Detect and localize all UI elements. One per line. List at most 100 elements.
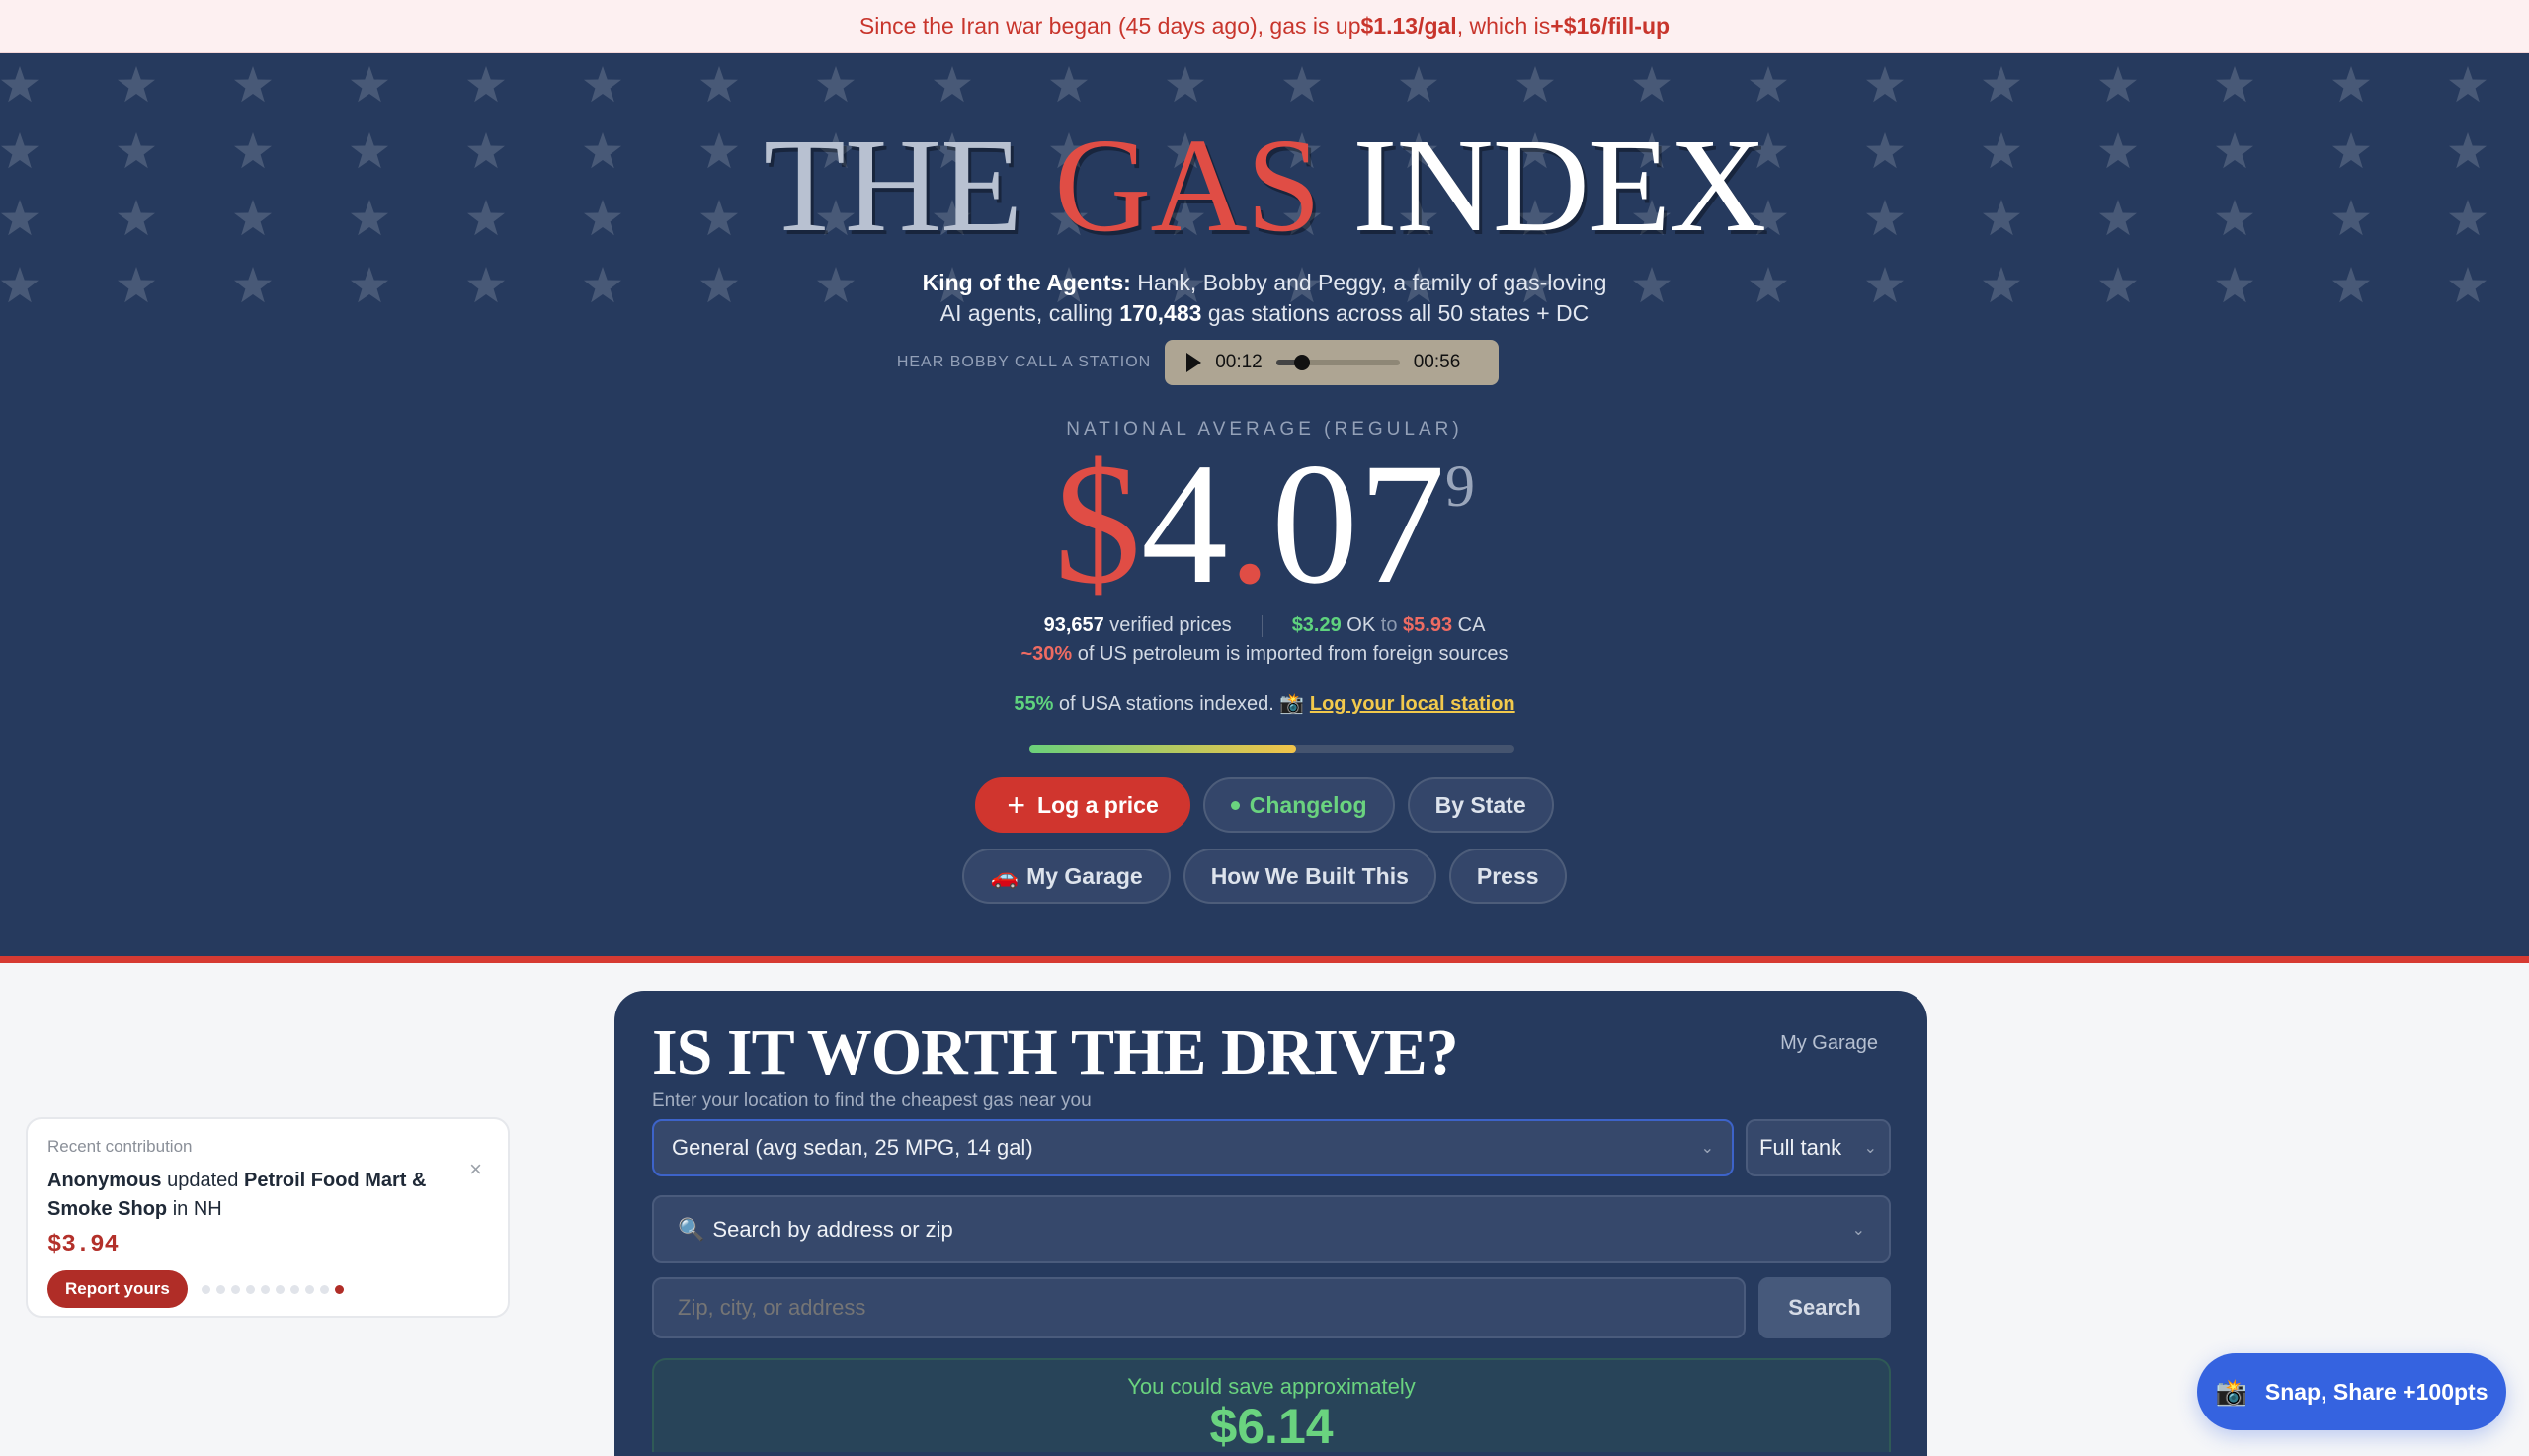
report-yours-button[interactable]: Report yours [47, 1270, 188, 1308]
drive-title: IS IT WORTH THE DRIVE? [652, 1016, 1459, 1089]
my-garage-label: My Garage [1026, 862, 1143, 889]
star-icon [1866, 200, 1904, 236]
star-icon [1750, 132, 1787, 169]
star-icon [1516, 267, 1554, 303]
star-icon [2099, 267, 2137, 303]
star-icon [1750, 200, 1787, 236]
carousel-dot[interactable] [304, 1284, 314, 1294]
carousel-dot[interactable] [334, 1284, 344, 1294]
star-icon [1167, 66, 1204, 103]
audio-player[interactable]: 00:12 00:56 [1165, 340, 1500, 385]
star-icon [234, 66, 272, 103]
star-icon [1516, 132, 1554, 169]
search-button[interactable]: Search [1758, 1277, 1891, 1338]
press-button[interactable]: Press [1448, 849, 1567, 904]
star-icon [1400, 200, 1437, 236]
log-price-button[interactable]: + Log a price [975, 777, 1190, 833]
verified-count: 93,657 [1043, 614, 1104, 636]
star-icon [934, 132, 971, 169]
star-icon [118, 267, 155, 303]
star-icon [1283, 132, 1321, 169]
star-icon [2216, 200, 2253, 236]
changelog-button[interactable]: Changelog [1202, 777, 1395, 833]
high-price: $5.93 [1403, 614, 1453, 636]
tagline-text: AI agents, calling [939, 300, 1120, 326]
camera-flash-icon: 📸 [2215, 1376, 2247, 1407]
star-icon [1516, 200, 1554, 236]
how-we-built-button[interactable]: How We Built This [1183, 849, 1436, 904]
savings-amount: $6.14 [1209, 1399, 1334, 1454]
title-index: INDEX [1352, 112, 1766, 260]
audio-seek-slider[interactable] [1275, 355, 1400, 370]
carousel-dot[interactable] [215, 1284, 225, 1294]
tagline-line1: King of the Agents: Hank, Bobby and Pegg… [0, 269, 2529, 296]
carousel-dot[interactable] [319, 1284, 329, 1294]
divider [1261, 614, 1263, 637]
price-cents: 07 [1271, 428, 1445, 620]
carousel-dot[interactable] [275, 1284, 285, 1294]
play-icon[interactable] [1186, 353, 1202, 372]
search-button-label: Search [1788, 1295, 1861, 1320]
import-text: of US petroleum is imported from foreign… [1072, 643, 1509, 665]
station-count: 170,483 [1119, 300, 1202, 326]
by-state-button[interactable]: By State [1407, 777, 1554, 833]
star-icon [1983, 132, 2020, 169]
audio-current-time: 00:12 [1215, 352, 1263, 372]
my-garage-link[interactable]: My Garage [1780, 1032, 1878, 1054]
search-mode-select[interactable]: 🔍 Search by address or zip ⌄ [652, 1195, 1891, 1263]
star-icon [1, 267, 39, 303]
star-icon [467, 200, 505, 236]
carousel-dot[interactable] [230, 1284, 240, 1294]
star-icon [1866, 132, 1904, 169]
indexed-stat: 55% of USA stations indexed. 📸 Log your … [0, 692, 2529, 716]
star-icon [118, 200, 155, 236]
carousel-dot[interactable] [289, 1284, 299, 1294]
nav-row-2: 🚗 My Garage How We Built This Press [0, 849, 2529, 904]
star-icon [2449, 132, 2487, 169]
star-icon [1167, 132, 1204, 169]
star-icon [118, 66, 155, 103]
star-icon [118, 132, 155, 169]
star-icon [817, 66, 855, 103]
carousel-dot[interactable] [201, 1284, 210, 1294]
star-icon [467, 132, 505, 169]
vehicle-select[interactable]: General (avg sedan, 25 MPG, 14 gal) ⌄ [652, 1119, 1734, 1176]
carousel-dot[interactable] [245, 1284, 255, 1294]
import-stat: ~30% of US petroleum is imported from fo… [0, 642, 2529, 666]
star-icon [1167, 200, 1204, 236]
tagline-line2: AI agents, calling 170,483 gas stations … [0, 299, 2529, 327]
star-icon [584, 132, 621, 169]
log-local-station-link[interactable]: Log your local station [1309, 693, 1515, 715]
close-icon[interactable]: × [469, 1157, 482, 1181]
star-icon [1, 132, 39, 169]
contribution-label: Recent contribution [47, 1137, 193, 1156]
price-dot: . [1228, 428, 1271, 620]
star-icon [817, 132, 855, 169]
snap-share-button[interactable]: 📸 Snap, Share +100pts [2197, 1353, 2506, 1430]
star-icon [234, 132, 272, 169]
star-icon [351, 200, 388, 236]
banner-text: , which is [1456, 13, 1551, 39]
star-icon [1167, 267, 1204, 303]
high-state: CA [1452, 614, 1486, 636]
national-average-price: $4.079 [0, 438, 2529, 611]
audio-seek-handle[interactable] [1293, 355, 1310, 370]
my-garage-button[interactable]: 🚗 My Garage [962, 849, 1171, 904]
star-icon [1633, 267, 1671, 303]
nav-row-1: + Log a price Changelog By State [0, 777, 2529, 833]
camera-icon: 📸 [1279, 693, 1305, 715]
star-icon [1750, 66, 1787, 103]
range-to: to [1380, 614, 1398, 636]
star-icon [467, 66, 505, 103]
indexed-progress-bar [1029, 745, 1514, 753]
chevron-down-icon: ⌄ [1851, 1221, 1865, 1239]
star-icon [934, 200, 971, 236]
carousel-dot[interactable] [260, 1284, 270, 1294]
status-dot-icon [1230, 800, 1240, 810]
savings-box: You could save approximately $6.14 [652, 1358, 1891, 1452]
star-icon [1283, 66, 1321, 103]
station-location: in NH [167, 1198, 222, 1220]
star-icon [1983, 66, 2020, 103]
location-input[interactable] [652, 1277, 1746, 1338]
fill-amount-select[interactable]: Full tank ⌄ [1746, 1119, 1891, 1176]
